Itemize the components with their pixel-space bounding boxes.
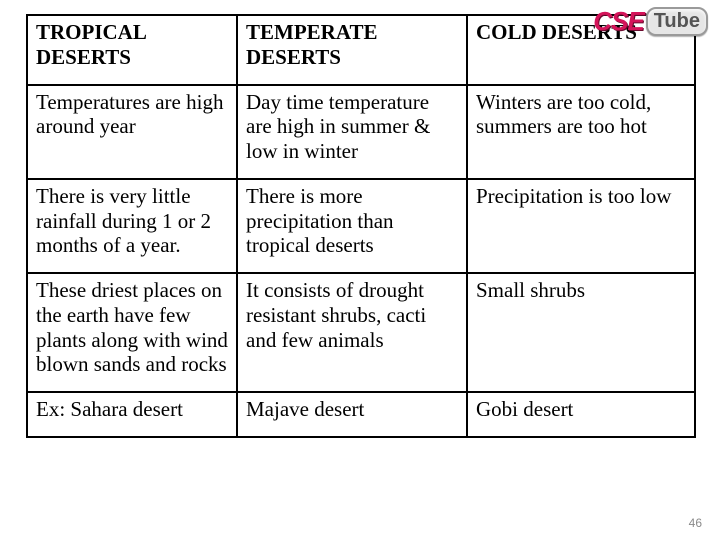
col-header-temperate: TEMPERATE DESERTS [237,15,467,85]
cell-temp-temperate: Day time temperature are high in summer … [237,85,467,179]
cell-temp-cold: Winters are too cold, summers are too ho… [467,85,695,179]
cell-rain-cold: Precipitation is too low [467,179,695,273]
cell-rain-tropical: There is very little rainfall during 1 o… [27,179,237,273]
slide: CSE Tube TROPICAL DESERTS TEMPERATE DESE… [0,0,720,540]
brand-logo: CSE Tube [593,6,708,37]
table-row: There is very little rainfall during 1 o… [27,179,695,273]
cell-veg-tropical: These driest places on the earth have fe… [27,273,237,392]
cell-temp-tropical: Temperatures are high around year [27,85,237,179]
page-number: 46 [689,516,702,530]
cell-veg-cold: Small shrubs [467,273,695,392]
logo-cse-text: CSE [593,6,643,37]
col-header-tropical: TROPICAL DESERTS [27,15,237,85]
cell-ex-tropical: Ex: Sahara desert [27,392,237,437]
cell-ex-temperate: Majave desert [237,392,467,437]
logo-tube-text: Tube [654,10,700,33]
cell-rain-temperate: There is more precipitation than tropica… [237,179,467,273]
cell-veg-temperate: It consists of drought resistant shrubs,… [237,273,467,392]
deserts-table: TROPICAL DESERTS TEMPERATE DESERTS COLD … [26,14,696,438]
table-row: Temperatures are high around year Day ti… [27,85,695,179]
cell-ex-cold: Gobi desert [467,392,695,437]
table-row: Ex: Sahara desert Majave desert Gobi des… [27,392,695,437]
table-row: These driest places on the earth have fe… [27,273,695,392]
logo-tube-badge: Tube [646,7,708,36]
